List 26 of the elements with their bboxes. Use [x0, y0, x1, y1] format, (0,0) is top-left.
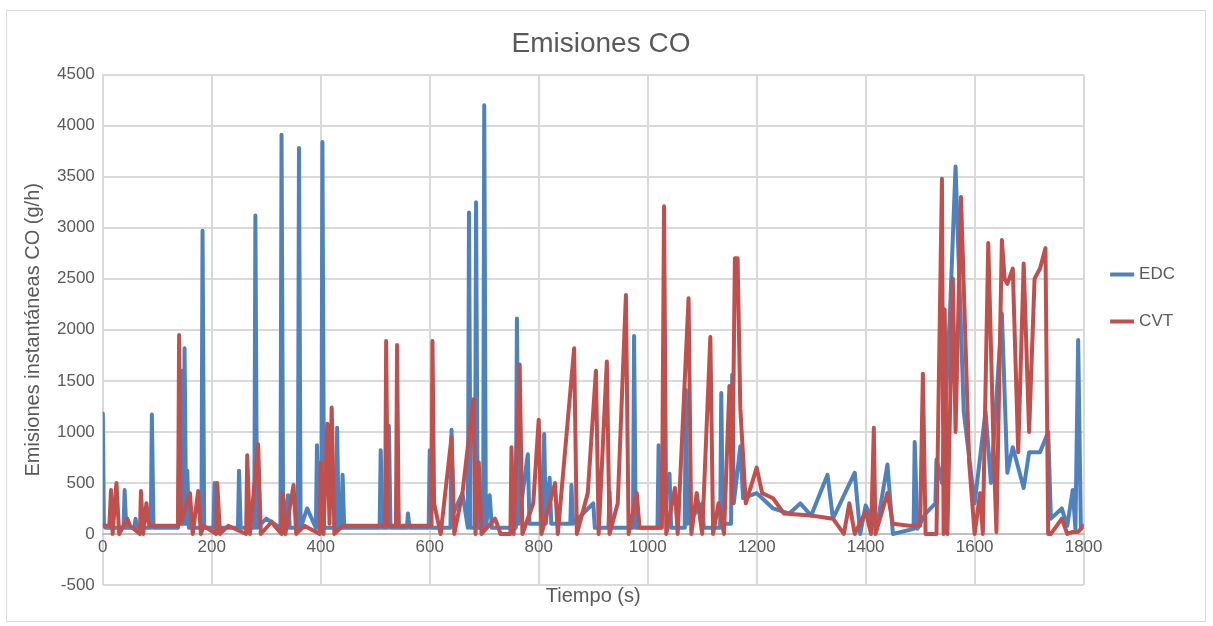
y-tick-label: 4500: [56, 64, 95, 84]
y-tick-label: -500: [60, 574, 95, 594]
y-tick-label: 500: [66, 472, 95, 492]
x-tick-label: 1200: [737, 536, 776, 556]
y-tick-label: 4000: [56, 115, 95, 135]
x-tick-label: 1800: [1064, 536, 1103, 556]
y-tick-label: 2000: [56, 319, 95, 339]
x-tick-label: 0: [98, 536, 108, 556]
y-tick-label: 1000: [56, 421, 95, 441]
x-tick-label: 1400: [846, 536, 885, 556]
y-tick-label: 3000: [56, 217, 95, 237]
y-tick-label: 3500: [56, 166, 95, 186]
x-tick-label: 800: [524, 536, 553, 556]
legend-label: CVT: [1139, 311, 1174, 331]
y-axis-title: Emisiones instantáneas CO (g/h): [20, 183, 43, 477]
x-tick-label: 1600: [955, 536, 994, 556]
y-tick-label: 2500: [56, 268, 95, 288]
x-tick-label: 200: [197, 536, 226, 556]
x-tick-label: 600: [415, 536, 444, 556]
x-axis-title: Tiempo (s): [545, 583, 641, 606]
x-tick-label: 400: [306, 536, 335, 556]
legend-label: EDC: [1139, 264, 1176, 284]
y-tick-label: 0: [85, 523, 95, 543]
x-tick-label: 1000: [628, 536, 667, 556]
y-tick-label: 1500: [56, 370, 95, 390]
chart-title: Emisiones CO: [511, 26, 691, 58]
